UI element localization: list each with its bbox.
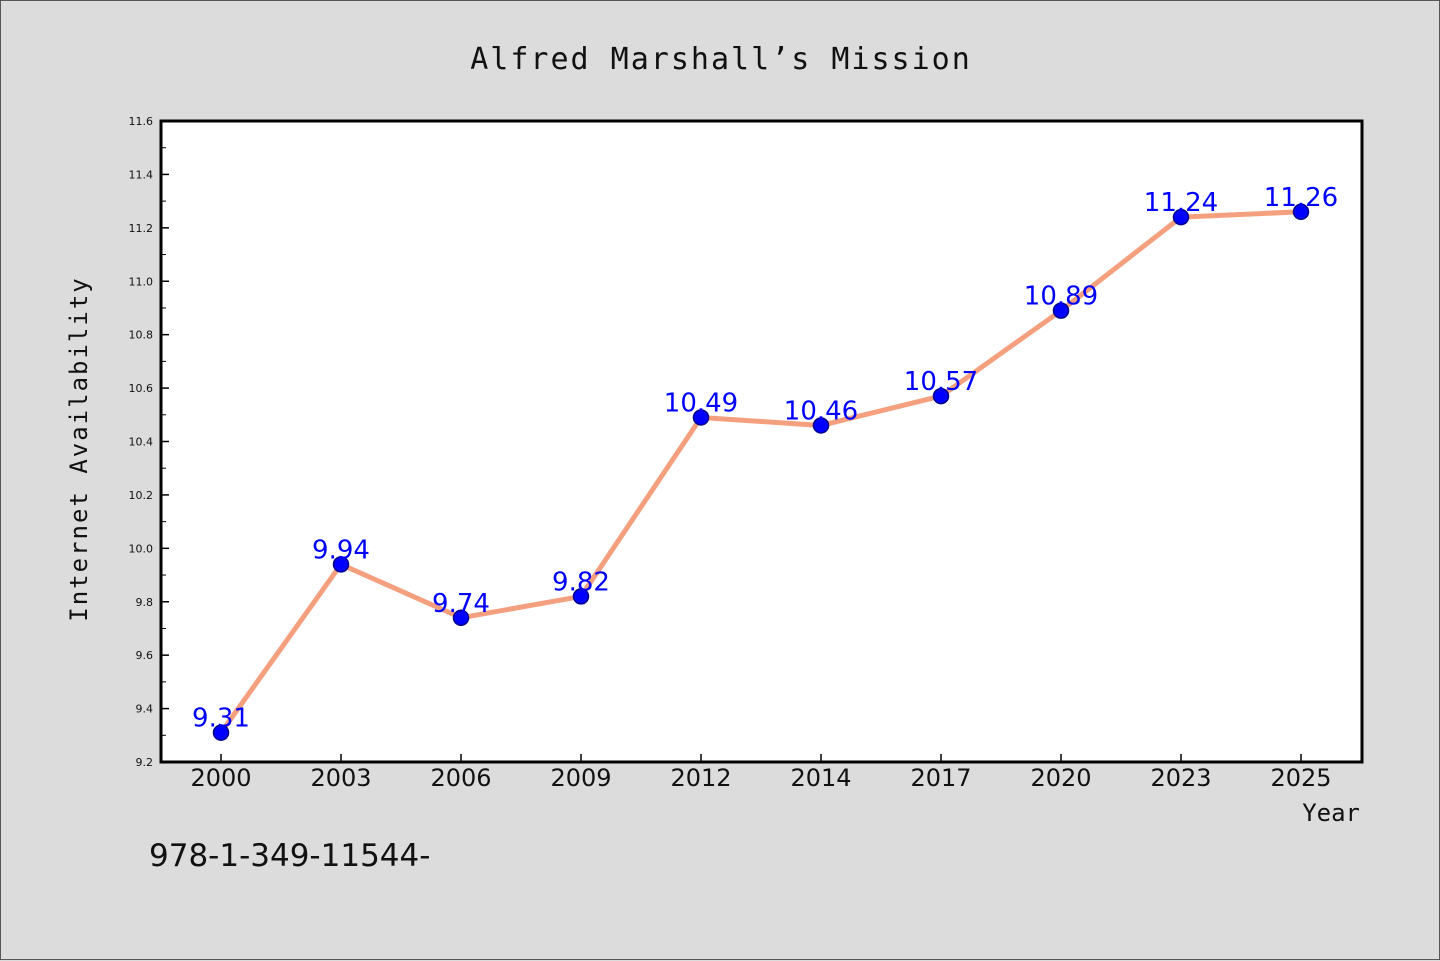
y-tick-label: 10.8 xyxy=(129,329,154,342)
data-point xyxy=(1292,203,1310,221)
data-point xyxy=(332,556,350,573)
y-tick-label: 11.4 xyxy=(129,168,154,181)
data-point xyxy=(932,387,950,405)
isbn-text: 978-1-349-11544- xyxy=(149,838,430,874)
y-tick-label: 10.2 xyxy=(129,489,154,502)
y-tick-label: 10.4 xyxy=(129,436,154,449)
y-axis-label: Internet Availability xyxy=(65,276,93,621)
series-line xyxy=(218,209,1304,736)
x-axis: 2000 2003 2006 2009 2012 2014 2017 2020 2023 2025 xyxy=(190,754,1332,792)
data-label: 10.57 xyxy=(904,367,978,397)
x-tick-label: 2023 xyxy=(1150,764,1211,792)
y-tick-label: 9.2 xyxy=(136,756,154,769)
x-tick-label: 2006 xyxy=(430,764,491,792)
data-label: 10.46 xyxy=(784,396,858,426)
chart-title: Alfred Marshall’s Mission xyxy=(470,42,972,77)
data-label: 9.74 xyxy=(432,589,490,619)
data-point xyxy=(812,417,830,434)
y-axis: 9.2 9.4 9.6 9.8 10.0 10.2 10.4 10.6 10.8 11.0 11.2… xyxy=(129,115,169,769)
y-tick-label: 10.0 xyxy=(129,542,154,555)
data-point xyxy=(212,724,230,741)
data-point xyxy=(692,409,710,426)
data-point xyxy=(1172,208,1190,226)
y-tick-label: 9.4 xyxy=(136,703,154,716)
data-label: 10.89 xyxy=(1024,282,1098,312)
y-tick-label: 9.6 xyxy=(136,649,154,662)
data-label: 11.26 xyxy=(1264,183,1338,213)
y-tick-label: 11.2 xyxy=(129,222,154,235)
x-tick-label: 2014 xyxy=(790,764,851,792)
data-label: 10.49 xyxy=(664,388,738,418)
data-point xyxy=(572,588,590,605)
x-tick-label: 2012 xyxy=(670,764,731,792)
x-tick-label: 2017 xyxy=(910,764,971,792)
data-label: 9.31 xyxy=(192,704,250,734)
data-labels: 9.31 9.94 9.74 9.82 10.49 10.46 10.57 10.89 11.2… xyxy=(192,183,1338,734)
x-tick-label: 2009 xyxy=(550,764,611,792)
data-markers xyxy=(212,203,1310,741)
data-label: 11.24 xyxy=(1144,188,1218,218)
plot-border xyxy=(159,119,1364,764)
y-tick-label: 9.8 xyxy=(136,596,154,609)
data-point xyxy=(1052,302,1070,319)
y-tick-label: 10.6 xyxy=(129,382,154,395)
data-label: 9.94 xyxy=(312,535,370,565)
y-tick-label: 11.6 xyxy=(129,115,154,128)
y-tick-label: 11.0 xyxy=(129,275,154,288)
x-tick-label: 2025 xyxy=(1270,764,1331,792)
x-axis-label: Year xyxy=(1302,799,1360,827)
x-tick-label: 2003 xyxy=(310,764,371,792)
x-tick-label: 2000 xyxy=(190,764,251,792)
plot-area xyxy=(161,121,1362,762)
data-point xyxy=(452,609,470,627)
data-label: 9.82 xyxy=(552,567,610,597)
x-tick-label: 2020 xyxy=(1030,764,1091,792)
